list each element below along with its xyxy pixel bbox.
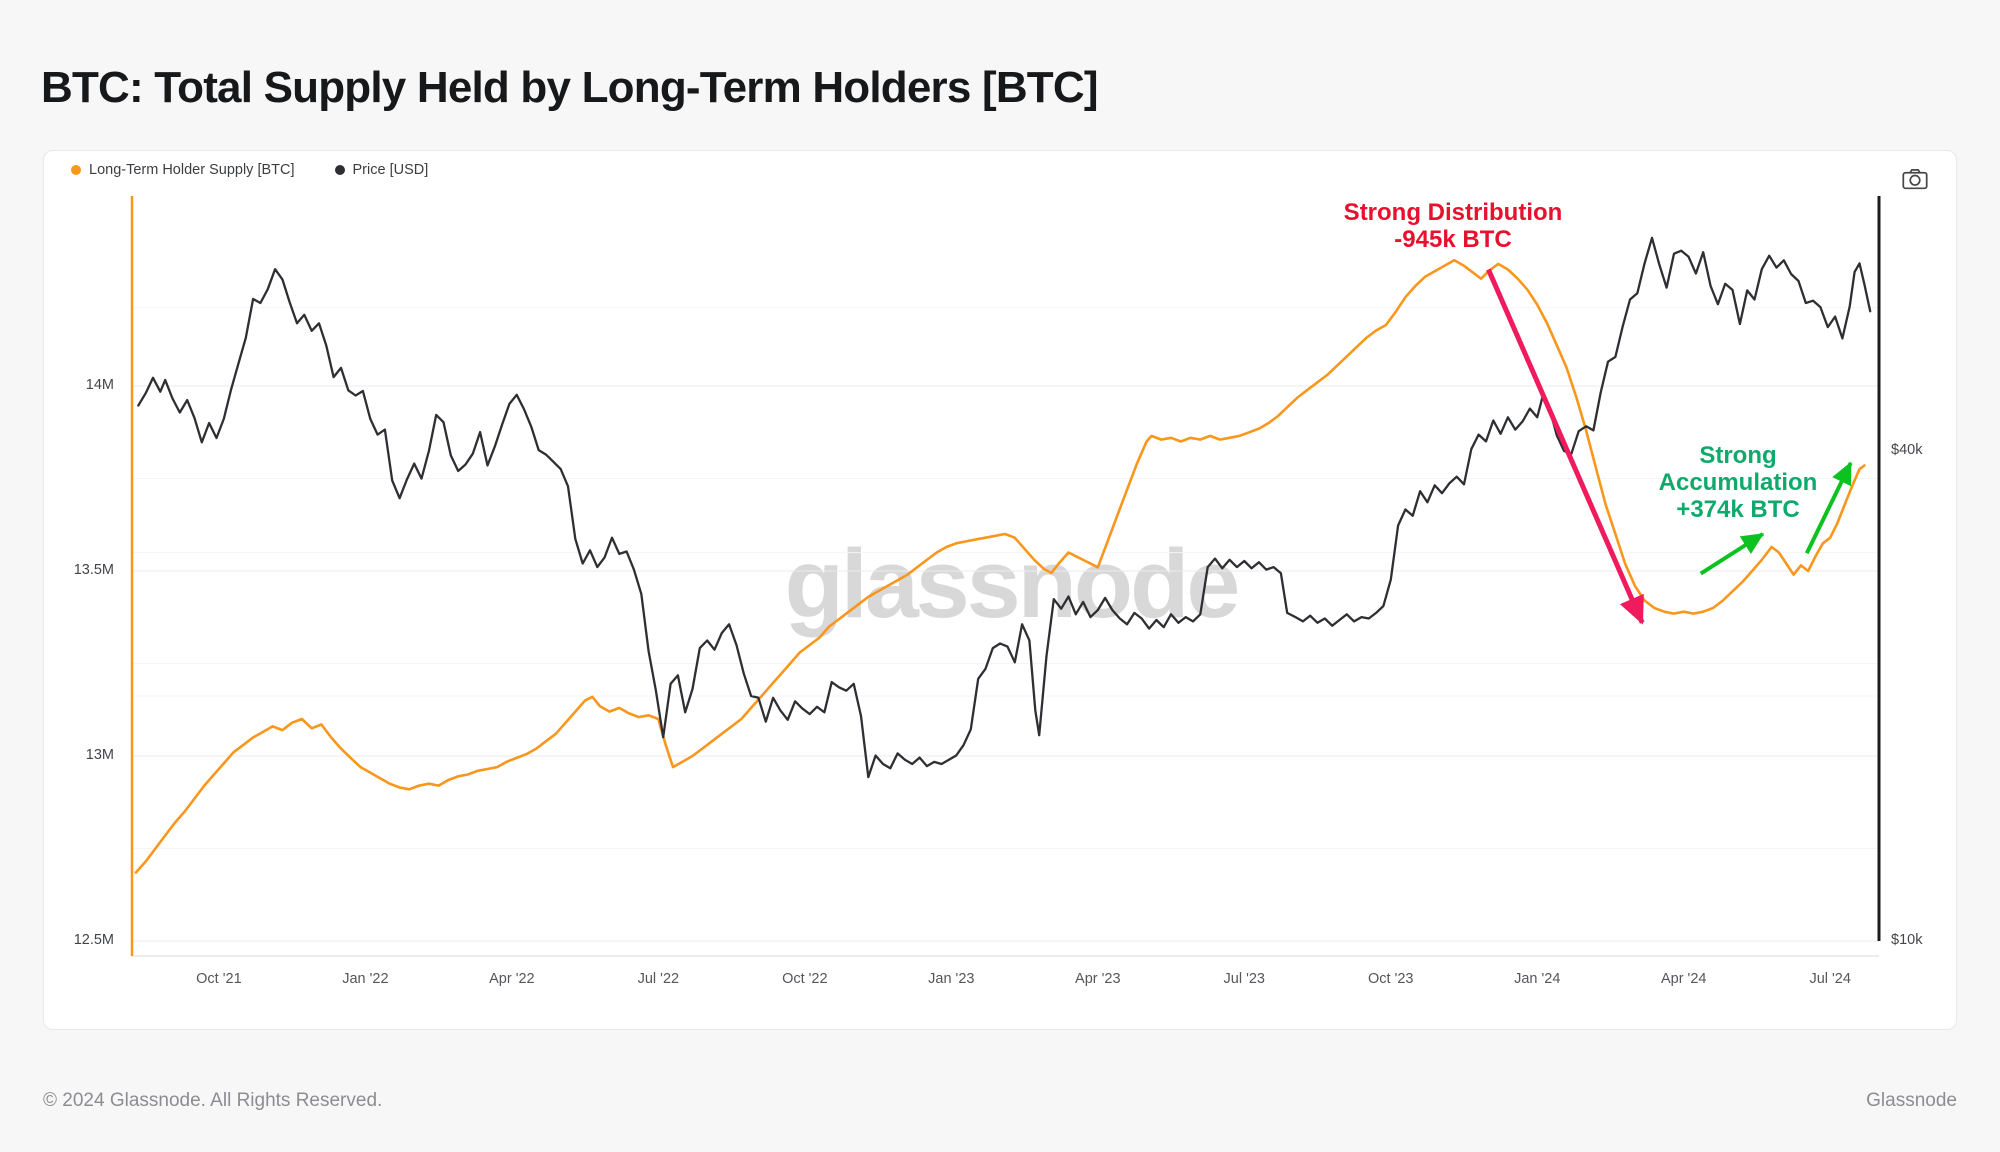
lth-supply-dot-icon: [71, 165, 81, 175]
x-axis-tick-label: Apr '23: [1075, 971, 1121, 987]
supply-axis-labels: 14M 13.5M 13M 12.5M: [44, 196, 124, 958]
legend-item-label: Price [USD]: [352, 162, 429, 178]
price-axis-labels: $40k $10k: [1891, 196, 1955, 958]
chart-card: Long-Term Holder Supply [BTC] Price [USD…: [43, 150, 1957, 1030]
price-dot-icon: [334, 165, 345, 175]
brand-text: Glassnode: [1866, 1090, 1957, 1111]
series-lth-supply: [134, 258, 1866, 874]
accumulation-arrow-1: [1699, 532, 1765, 576]
legend-item-price[interactable]: Price [USD]: [334, 162, 429, 178]
x-axis-tick-label: Jan '22: [342, 971, 389, 987]
supply-axis-tick-label: 14M: [85, 377, 114, 393]
distribution-annotation-line: -945k BTC: [1394, 225, 1512, 253]
glassnode-watermark: glassnode: [784, 529, 1241, 638]
x-axis-tick-label: Jul '24: [1809, 971, 1851, 987]
x-axis-tick-label: Apr '22: [489, 971, 535, 987]
price-axis-tick-label: $40k: [1891, 442, 1923, 458]
distribution-arrow-1: [1486, 268, 1645, 625]
accumulation-annotation: Strong Accumulation +374k BTC: [1658, 442, 1818, 524]
distribution-annotation: Strong Distribution -945k BTC: [1343, 199, 1563, 254]
time-axis-labels: Oct '21 Jan '22 Apr '22 Jul '22 Oct '22 Jan '…: [131, 971, 1883, 995]
series-canvas: [130, 196, 1881, 957]
chart-legend: Long-Term Holder Supply [BTC] Price [USD…: [71, 162, 428, 178]
supply-axis-tick-label: 13.5M: [73, 562, 114, 578]
legend-item-lth-supply[interactable]: Long-Term Holder Supply [BTC]: [71, 162, 295, 178]
legend-item-label: Long-Term Holder Supply [BTC]: [89, 162, 295, 178]
price-axis-tick-label: $10k: [1891, 932, 1923, 948]
x-axis-tick-label: Jan '24: [1514, 971, 1561, 987]
x-axis-tick-label: Oct '23: [1368, 971, 1414, 987]
x-axis-tick-label: Apr '24: [1660, 971, 1707, 987]
accumulation-annotation-line: +374k BTC: [1676, 495, 1800, 523]
distribution-annotation-line: Strong Distribution: [1343, 199, 1563, 226]
x-axis-tick-label: Jul '23: [1223, 971, 1265, 987]
x-axis-tick-label: Oct '22: [782, 971, 828, 987]
camera-icon: [1902, 169, 1928, 190]
supply-axis-tick-label: 12.5M: [73, 932, 114, 948]
x-axis-tick-label: Oct '21: [196, 971, 242, 987]
accumulation-annotation-line: Accumulation: [1658, 468, 1818, 496]
page-title: BTC: Total Supply Held by Long-Term Hold…: [41, 63, 1099, 113]
supply-axis-tick-label: 13M: [85, 747, 114, 763]
plot-area: glassnode Strong Distribution -945k BTC …: [130, 196, 1883, 958]
x-axis-tick-label: Jul '22: [637, 971, 680, 987]
accumulation-annotation-line: Strong: [1699, 442, 1777, 469]
accumulation-arrow-2: [1804, 461, 1853, 555]
x-axis-tick-label: Jan '23: [928, 971, 975, 987]
camera-button[interactable]: [1900, 166, 1930, 192]
copyright-text: © 2024 Glassnode. All Rights Reserved.: [43, 1090, 383, 1111]
series-price: [137, 236, 1872, 779]
